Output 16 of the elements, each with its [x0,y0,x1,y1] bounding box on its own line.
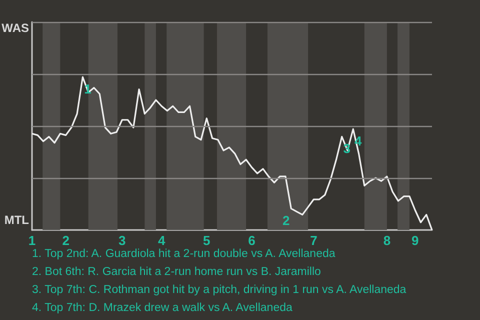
text: 2. Bot 6th: R. Garcia hit a 2-run home run vs B. Jaramillo [32,266,321,278]
text: WAS [2,21,29,35]
x-tick-label: 4 [158,233,166,248]
x-tick-label: 3 [118,233,126,248]
x-tick-label: 7 [310,233,318,248]
text: 1. Top 2nd: A. Guardiola hit a 2-run double vs A. Avellaneda [32,248,336,260]
text: MTL [4,213,29,227]
text: 3. Top 7th: C. Rothman got hit by a pitch, driving in 1 run vs A. Avellaneda [32,284,407,296]
x-tick-label: 9 [411,233,419,248]
x-tick-label: 8 [383,233,391,248]
x-tick-label: 1 [28,233,36,248]
annotation: 2 [282,213,290,228]
text: 4. Top 7th: D. Mrazek drew a walk vs A. Avellaneda [32,302,293,314]
x-tick-label: 6 [248,233,256,248]
x-tick-label: 5 [203,233,210,248]
x-tick-label: 2 [62,233,70,248]
